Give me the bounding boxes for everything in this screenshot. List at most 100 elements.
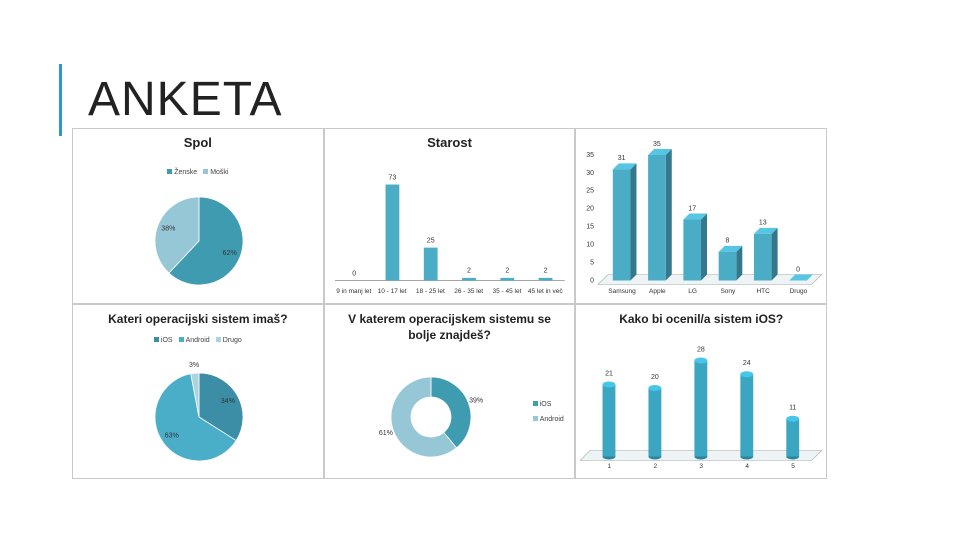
legend: Ženske Moški <box>73 169 323 176</box>
legend-swatch <box>203 169 209 174</box>
x-tick-label: 9 in manj let <box>336 287 372 295</box>
value-label: 62% <box>223 250 237 257</box>
chart-panel: 21 20 28 24 11 Kako bi ocenil/a sistem iOS? 1 2… <box>575 303 828 479</box>
slice <box>390 376 457 457</box>
bar-top <box>613 163 637 170</box>
value-label: 39% <box>469 397 483 404</box>
legend-swatch <box>532 400 538 406</box>
bar <box>754 233 772 281</box>
bar-top <box>648 149 673 155</box>
bar-top <box>694 357 708 364</box>
chart-title: V katerem operacijskem sistemu se bolje … <box>348 311 551 342</box>
value-label: 38% <box>161 226 175 233</box>
bar-top <box>683 213 708 220</box>
bar <box>538 277 553 281</box>
bar-side <box>771 227 778 281</box>
x-tick-label: LG <box>688 287 697 295</box>
chart-panel: 62% 38% Spol Ženske Moški <box>72 128 324 304</box>
bar-side <box>701 213 708 281</box>
slice <box>430 376 472 448</box>
legend-item: Drugo <box>215 336 242 344</box>
chart: 21 20 28 24 11 <box>579 346 823 461</box>
chart-title: Kateri operacijski sistem imaš? <box>108 311 288 326</box>
bar <box>602 384 616 456</box>
value-label: 2 <box>505 268 509 275</box>
chart-panel: 39% 61% V katerem operacijskem sistemu se … <box>323 303 576 479</box>
x-tick-label: Samsung <box>608 287 636 295</box>
chart-panel: 0 5 10 15 20 25 30 35 31 35 17 8 13 0 Samsung Apple LG So… <box>575 128 828 304</box>
x-tick-label: 1 <box>607 463 612 470</box>
legend-label: Moški <box>210 169 229 176</box>
value-label: 8 <box>726 238 730 245</box>
value-label: 17 <box>689 205 697 212</box>
legend-label: iOS <box>539 400 552 408</box>
bar-side <box>630 163 637 281</box>
bar <box>694 360 708 456</box>
value-label: 25 <box>426 237 434 244</box>
bar-top <box>786 415 800 422</box>
value-label: 2 <box>543 268 547 275</box>
bar <box>719 251 737 281</box>
legend-swatch <box>167 169 173 174</box>
chart-title: Starost <box>427 135 472 150</box>
x-tick-label: 5 <box>791 463 795 470</box>
bar <box>500 277 514 281</box>
legend-item: iOS <box>532 400 564 408</box>
chart: 62% 38% <box>154 196 244 286</box>
x-tick-label: 2 <box>653 463 658 470</box>
value-label: 24 <box>743 360 751 367</box>
x-tick-label: 35 - 45 let <box>492 287 522 295</box>
value-label: 11 <box>789 404 796 411</box>
value-label: 73 <box>388 174 396 181</box>
x-tick-label: 45 let in več <box>527 287 563 295</box>
bar <box>740 373 754 456</box>
value-label: 3% <box>189 362 199 369</box>
bar <box>648 387 662 456</box>
legend-label: Drugo <box>222 336 242 344</box>
bar-top <box>602 381 616 388</box>
bar <box>385 184 400 281</box>
x-tick-label: Apple <box>649 287 666 295</box>
slice <box>168 196 244 286</box>
x-tick-label: 18 - 25 let <box>415 287 445 295</box>
chart: 39% 61% <box>379 376 483 457</box>
y-tick-label: 30 <box>587 170 595 177</box>
chart: 34% 63% 3% <box>154 362 244 461</box>
y-tick-label: 5 <box>590 259 594 266</box>
bar-top <box>740 370 754 377</box>
chart-panel: 0 73 25 2 2 2 Starost 9 in manj let 10 - 17 let 1… <box>323 128 576 304</box>
x-tick-label: 4 <box>745 463 749 470</box>
x-tick-label: HTC <box>756 287 770 295</box>
legend-item: Android <box>178 336 210 344</box>
y-tick-label: 10 <box>587 241 595 248</box>
legend-item: Android <box>532 415 564 423</box>
legend-item: iOS <box>153 336 173 344</box>
chart: 0 5 10 15 20 25 30 35 31 35 17 8 13 0 <box>587 141 823 285</box>
x-tick-label: 26 - 35 let <box>454 287 484 295</box>
bar <box>648 155 667 281</box>
value-label: 2 <box>467 268 471 275</box>
value-label: 20 <box>651 373 659 380</box>
value-label: 63% <box>165 432 179 439</box>
bar-top <box>719 245 743 252</box>
y-tick-label: 15 <box>587 224 595 231</box>
value-label: 35 <box>653 141 661 148</box>
legend-swatch <box>215 336 221 342</box>
bar <box>613 169 631 281</box>
accent-bar <box>59 64 62 136</box>
x-tick-label: Sony <box>720 287 736 295</box>
value-label: 61% <box>379 430 393 437</box>
legend-label: Ženske <box>174 169 198 176</box>
y-tick-label: 20 <box>587 206 595 213</box>
y-tick-label: 35 <box>587 152 595 159</box>
legend-swatch <box>532 415 538 421</box>
value-label: 28 <box>697 346 705 353</box>
value-label: 13 <box>759 220 767 227</box>
legend-label: Android <box>185 336 210 344</box>
bar-side <box>736 245 743 281</box>
legend-item: Ženske <box>167 169 197 176</box>
slide-title: ANKETA <box>88 73 283 126</box>
legend-swatch <box>153 336 159 342</box>
legend-item: Moški <box>203 169 228 176</box>
